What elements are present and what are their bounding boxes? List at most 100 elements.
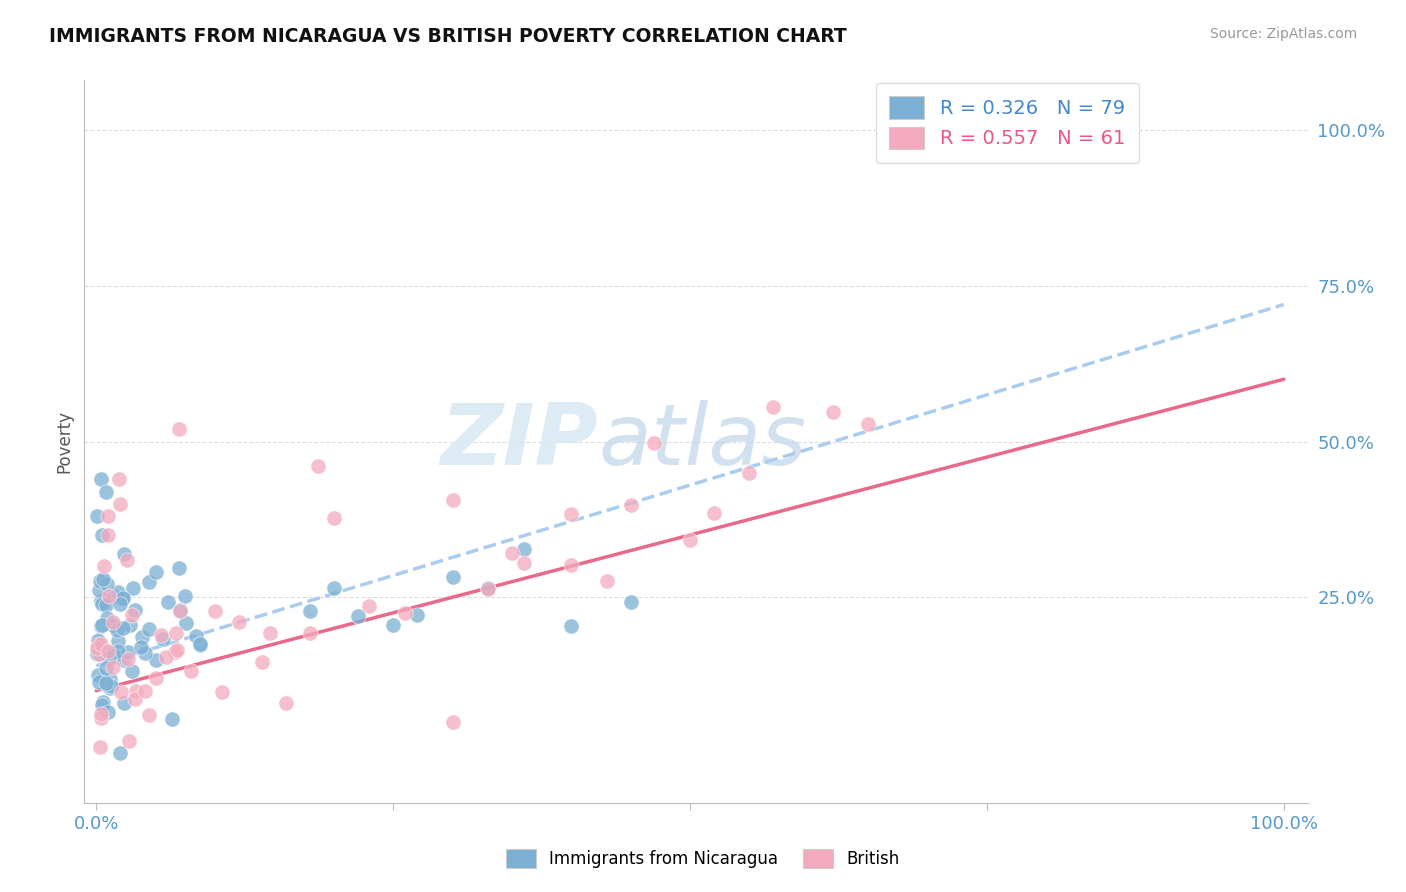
Point [112, 696, 135, 710]
Text: ZIP: ZIP [440, 400, 598, 483]
Point [160, 712, 183, 726]
Point [174, 615, 197, 630]
Point [679, 533, 702, 548]
Point [145, 653, 167, 667]
Point [307, 459, 329, 474]
Point [90, 472, 112, 486]
Point [89, 582, 111, 597]
Point [101, 589, 124, 603]
Point [96, 509, 118, 524]
Point [87, 637, 110, 651]
Point [94, 644, 117, 658]
Point [112, 591, 135, 606]
Point [173, 590, 195, 604]
Text: Source: ZipAtlas.com: Source: ZipAtlas.com [1209, 27, 1357, 41]
Text: atlas: atlas [598, 400, 806, 483]
Point [152, 632, 174, 646]
Point [121, 664, 143, 678]
Point [96, 485, 118, 500]
Point [87, 668, 110, 682]
Point [91, 572, 114, 586]
Point [145, 566, 167, 580]
Point [96, 678, 118, 692]
Point [276, 696, 298, 710]
Point [131, 630, 153, 644]
Point [121, 581, 143, 595]
Point [100, 679, 122, 693]
Point [107, 634, 129, 648]
Y-axis label: Poverty: Poverty [55, 410, 73, 473]
Point [86, 509, 108, 524]
Point [91, 695, 114, 709]
Point [298, 625, 321, 640]
Point [762, 401, 785, 415]
Point [117, 645, 139, 659]
Point [90, 710, 112, 724]
Point [101, 659, 124, 673]
Point [91, 618, 114, 632]
Point [87, 674, 110, 689]
Point [105, 624, 128, 638]
Point [252, 655, 274, 669]
Point [620, 594, 643, 608]
Point [90, 706, 112, 721]
Point [382, 618, 405, 632]
Point [86, 634, 108, 648]
Point [165, 625, 187, 640]
Point [96, 610, 118, 624]
Point [138, 622, 160, 636]
Point [186, 629, 208, 643]
Point [856, 417, 879, 432]
Point [117, 733, 139, 747]
Point [91, 528, 114, 542]
Point [166, 643, 188, 657]
Point [117, 652, 139, 666]
Point [90, 594, 112, 608]
Point [394, 606, 416, 620]
Point [121, 607, 143, 622]
Point [406, 608, 429, 623]
Point [97, 528, 120, 542]
Point [441, 714, 464, 729]
Point [560, 508, 582, 522]
Point [112, 653, 135, 667]
Point [821, 405, 844, 419]
Point [738, 467, 761, 481]
Point [477, 582, 499, 597]
Point [107, 585, 129, 599]
Legend: Immigrants from Nicaragua, British: Immigrants from Nicaragua, British [499, 842, 907, 875]
Point [513, 556, 536, 570]
Point [89, 740, 111, 755]
Point [643, 435, 665, 450]
Point [477, 581, 499, 595]
Point [188, 638, 211, 652]
Point [138, 708, 160, 723]
Point [107, 643, 129, 657]
Point [169, 604, 191, 618]
Point [138, 575, 160, 590]
Point [89, 574, 111, 588]
Point [322, 581, 344, 595]
Point [98, 651, 121, 665]
Point [112, 547, 135, 561]
Point [115, 552, 138, 566]
Point [441, 570, 464, 584]
Point [97, 705, 120, 719]
Point [94, 676, 117, 690]
Point [167, 422, 190, 436]
Point [112, 621, 135, 635]
Point [111, 591, 134, 605]
Point [94, 661, 117, 675]
Point [107, 472, 129, 486]
Point [560, 558, 582, 573]
Point [359, 599, 381, 613]
Point [103, 648, 125, 663]
Point [129, 640, 152, 655]
Point [169, 603, 191, 617]
Point [86, 640, 108, 655]
Point [228, 615, 250, 629]
Point [124, 603, 146, 617]
Point [150, 628, 173, 642]
Point [101, 615, 124, 630]
Point [124, 692, 146, 706]
